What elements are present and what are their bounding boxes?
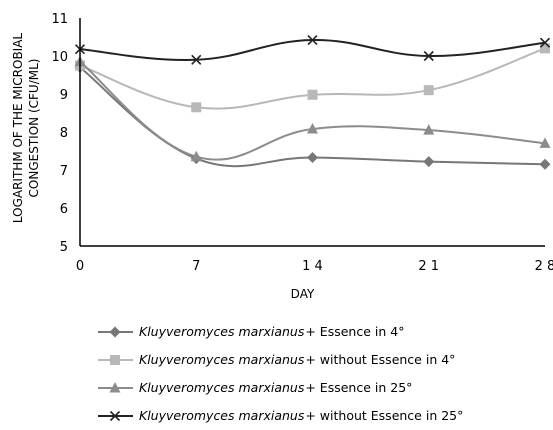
data-point-marker	[539, 158, 551, 170]
data-point-marker	[539, 37, 551, 48]
y-tick-label: 10	[51, 50, 68, 65]
legend-entry: Kluyveromyces marxianus + without Essence…	[98, 408, 463, 423]
data-point-marker	[423, 124, 435, 135]
legend-marker	[109, 326, 121, 338]
x-tick-label: 2 1	[418, 259, 439, 274]
series-line	[79, 66, 546, 168]
axes	[79, 18, 545, 247]
series-4	[74, 34, 551, 65]
x-tick-label: 7	[192, 259, 200, 274]
legend-marker	[109, 410, 121, 422]
data-point-marker	[307, 122, 318, 134]
plot-area	[74, 34, 551, 170]
y-tick-label: 9	[60, 88, 68, 103]
data-point-marker	[190, 150, 202, 162]
data-point-marker	[307, 89, 318, 100]
legend-species-label: Kluyveromyces marxianus	[139, 324, 305, 339]
legend-species-label: Kluyveromyces marxianus	[139, 408, 305, 423]
data-point-marker	[423, 85, 434, 96]
legend-condition-label: + Essence in 4°	[305, 324, 404, 339]
legend-entry: Kluyveromyces marxianus + Essence in 4°	[98, 324, 404, 339]
x-tick-label: 0	[76, 259, 84, 274]
y-tick-label: 11	[51, 12, 68, 27]
data-point-marker	[539, 137, 551, 148]
y-tick-label: 5	[60, 240, 68, 255]
x-tick-labels: 0 7 1 4 2 1 2 8	[76, 259, 553, 274]
y-tick-label: 8	[60, 126, 68, 141]
data-point-marker	[307, 151, 318, 163]
legend-species-label: Kluyveromyces marxianus	[139, 380, 305, 395]
legend-entry: Kluyveromyces marxianus + without Essence…	[98, 352, 455, 367]
series-line	[79, 39, 546, 62]
data-point-marker	[540, 43, 550, 54]
legend-condition-label: + Essence in 25°	[305, 380, 412, 395]
legend-marker	[109, 382, 121, 393]
x-tick-label: 2 8	[535, 259, 553, 274]
x-tick-label: 1 4	[302, 259, 323, 274]
legend-entry: Kluyveromyces marxianus + Essence in 25°	[98, 380, 412, 395]
data-point-marker	[191, 102, 202, 113]
legend: Kluyveromyces marxianus + Essence in 4°Kl…	[98, 324, 463, 423]
x-axis-label: DAY	[291, 287, 315, 301]
legend-species-label: Kluyveromyces marxianus	[139, 352, 305, 367]
y-axis-label-line-1: LOGARITHM OF THE MICROBIAL	[11, 33, 25, 224]
series-line	[79, 60, 546, 161]
series-1	[74, 61, 551, 170]
y-axis-label-line-2: CONGESTION (CFU/ML)	[27, 59, 41, 198]
legend-marker	[110, 355, 120, 365]
data-point-marker	[423, 156, 435, 168]
y-tick-label: 6	[60, 202, 68, 217]
data-point-marker	[423, 50, 434, 62]
data-point-marker	[307, 34, 318, 46]
data-point-marker	[191, 54, 202, 65]
y-tick-labels: 5 6 7 8 9 10 11	[51, 12, 68, 255]
series-3	[74, 55, 551, 162]
legend-condition-label: + without Essence in 25°	[305, 408, 463, 423]
y-tick-label: 7	[60, 164, 68, 179]
legend-condition-label: + without Essence in 4°	[305, 352, 455, 367]
